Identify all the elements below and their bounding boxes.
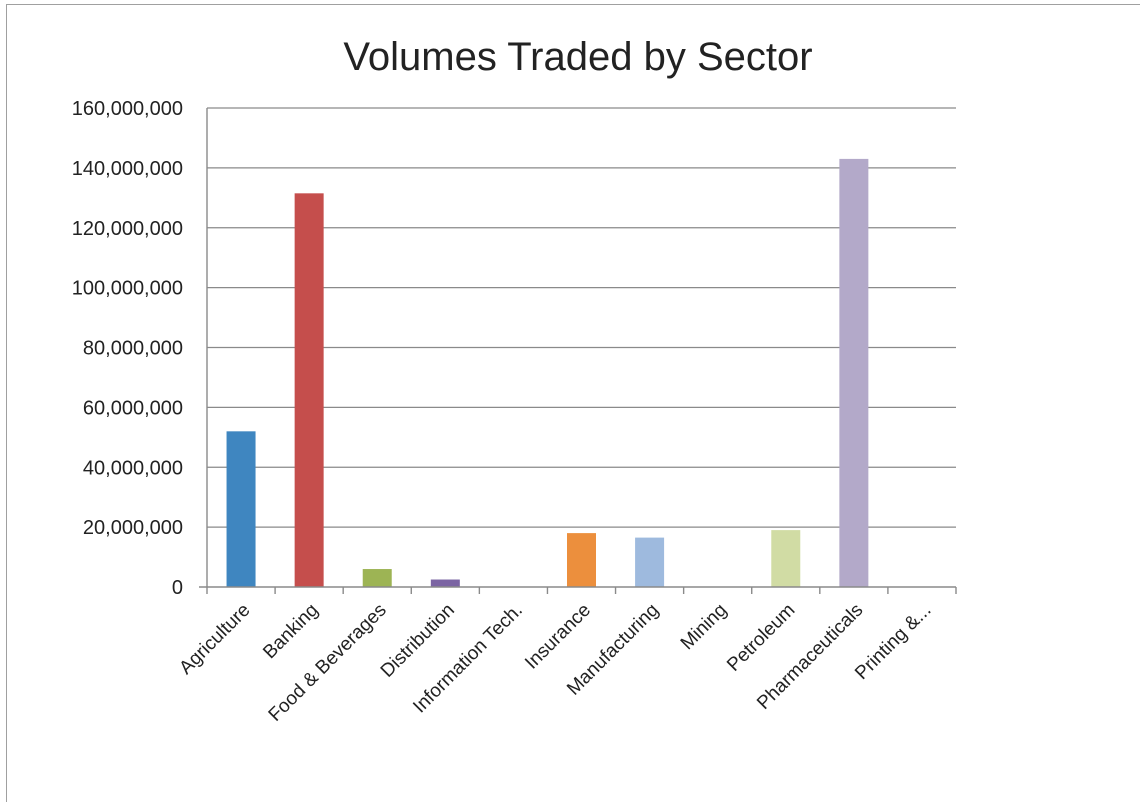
bar <box>839 158 869 588</box>
x-tick-label: Banking <box>259 600 322 663</box>
bar <box>567 533 596 587</box>
y-tick-label: 20,000,000 <box>83 517 183 539</box>
chart-frame <box>6 4 1140 802</box>
y-tick-label: 100,000,000 <box>72 278 183 300</box>
bar <box>226 431 256 587</box>
x-tick-label: Mining <box>677 600 731 654</box>
y-tick-label: 140,000,000 <box>72 158 183 180</box>
x-tick-label: Agriculture <box>176 600 255 679</box>
y-tick-label: 80,000,000 <box>83 338 183 360</box>
gridlines <box>207 107 956 528</box>
bar <box>771 530 801 587</box>
y-tick-label: 160,000,000 <box>72 98 183 120</box>
y-axis-tick-labels: 0 20,000,000 40,000,000 60,000,000 80,000,00… <box>72 98 183 599</box>
bar <box>430 579 460 587</box>
y-tick-label: 60,000,000 <box>83 397 183 419</box>
y-tick-label: 120,000,000 <box>72 218 183 240</box>
chart-title: Volumes Traded by Sector <box>343 35 812 79</box>
bar <box>294 193 324 587</box>
y-tick-label: 0 <box>172 577 183 599</box>
y-tick-label: 40,000,000 <box>83 457 183 479</box>
bar <box>635 537 665 587</box>
x-tick-label: Insurance <box>521 600 595 674</box>
x-tick-label: Food & Beverages <box>265 600 391 726</box>
bars <box>206 158 957 594</box>
bar <box>362 569 392 587</box>
